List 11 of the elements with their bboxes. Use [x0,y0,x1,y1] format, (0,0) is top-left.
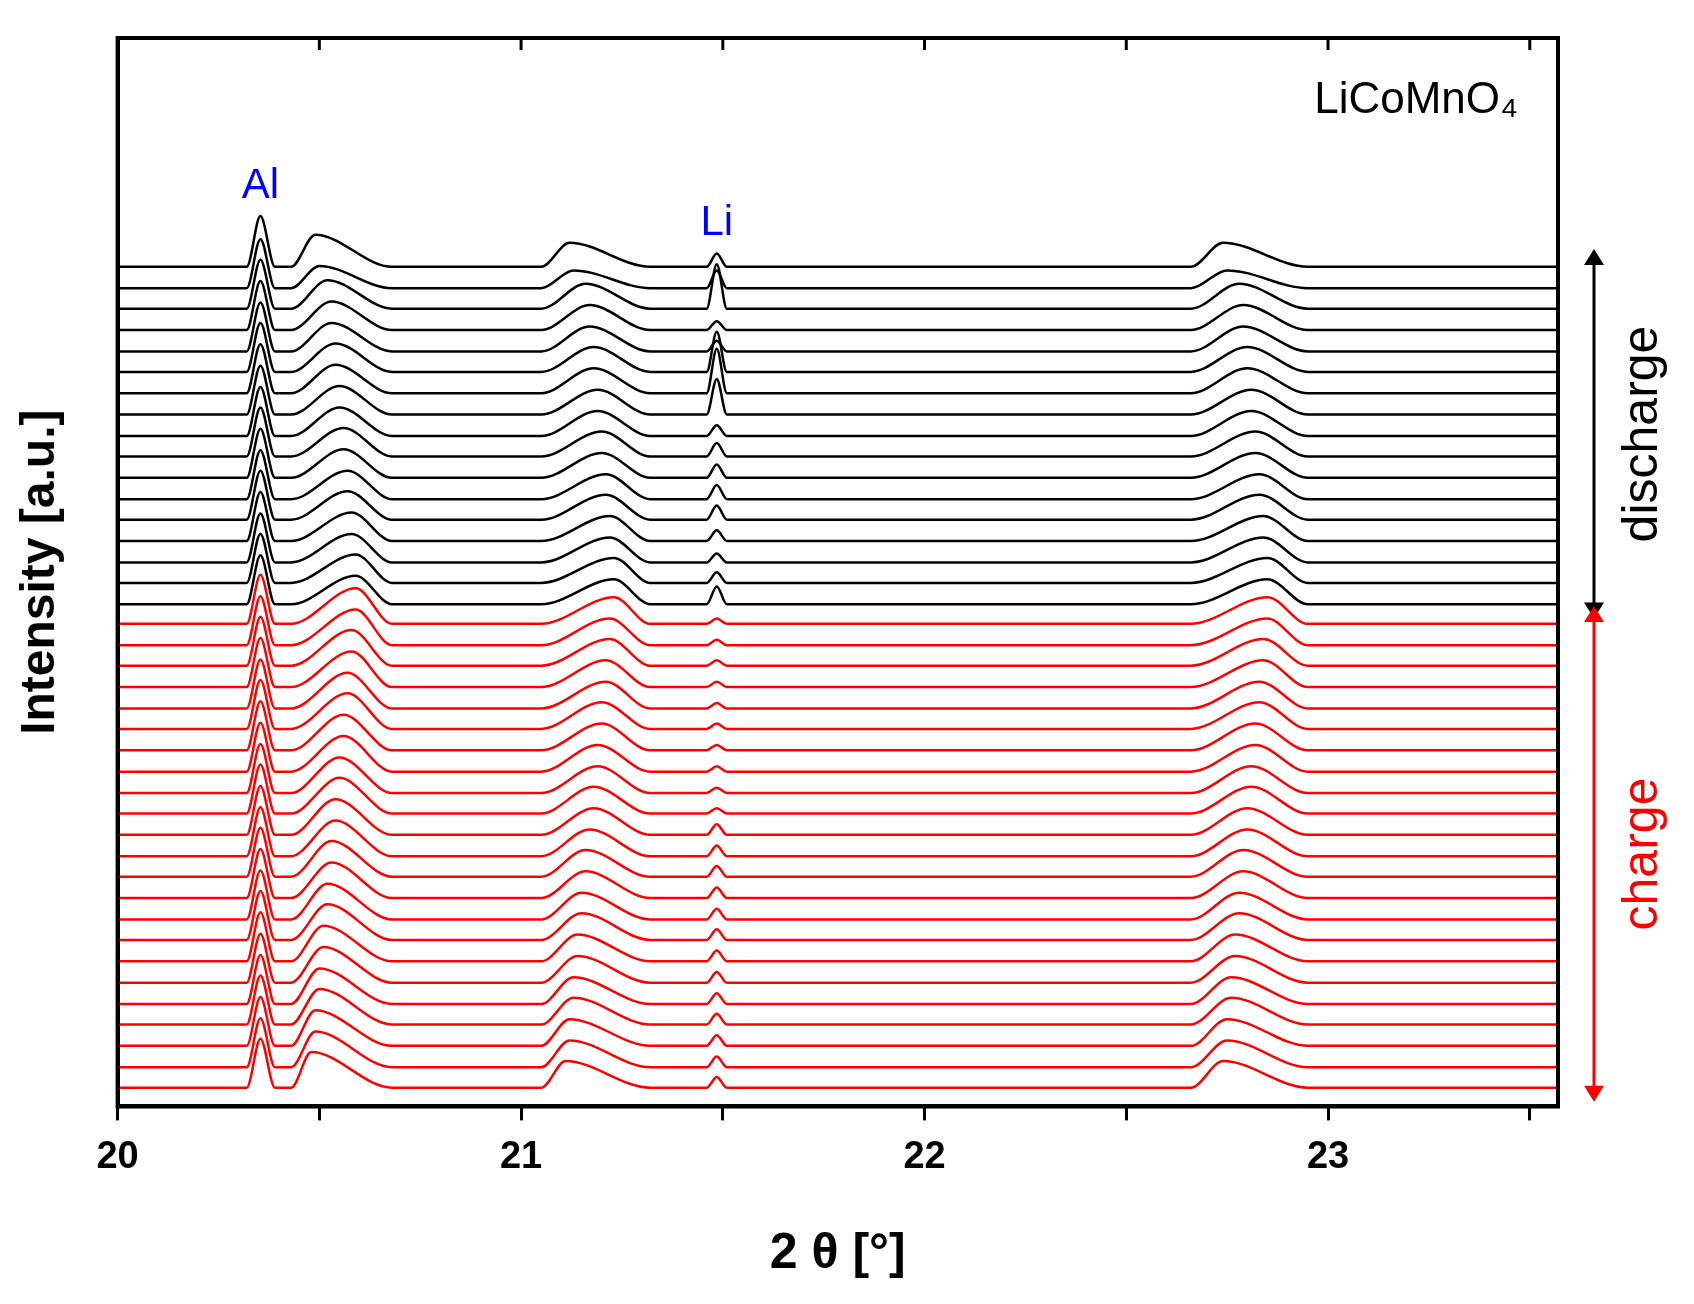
text: LiCoMnO₄ [1314,73,1518,122]
text: charge [1612,777,1668,931]
x-tick-label: 22 [903,1133,946,1176]
annotation: Al [241,159,280,207]
y-axis-title: Intensity [a.u.] [11,409,65,735]
x-axis-title: 2 θ [°] [769,1222,906,1279]
annotation: Li [700,197,734,245]
x-tick-label: 21 [499,1133,543,1176]
x-tick-label: 23 [1306,1133,1350,1176]
text: discharge [1612,325,1668,542]
x-tick-label: 20 [96,1133,139,1176]
